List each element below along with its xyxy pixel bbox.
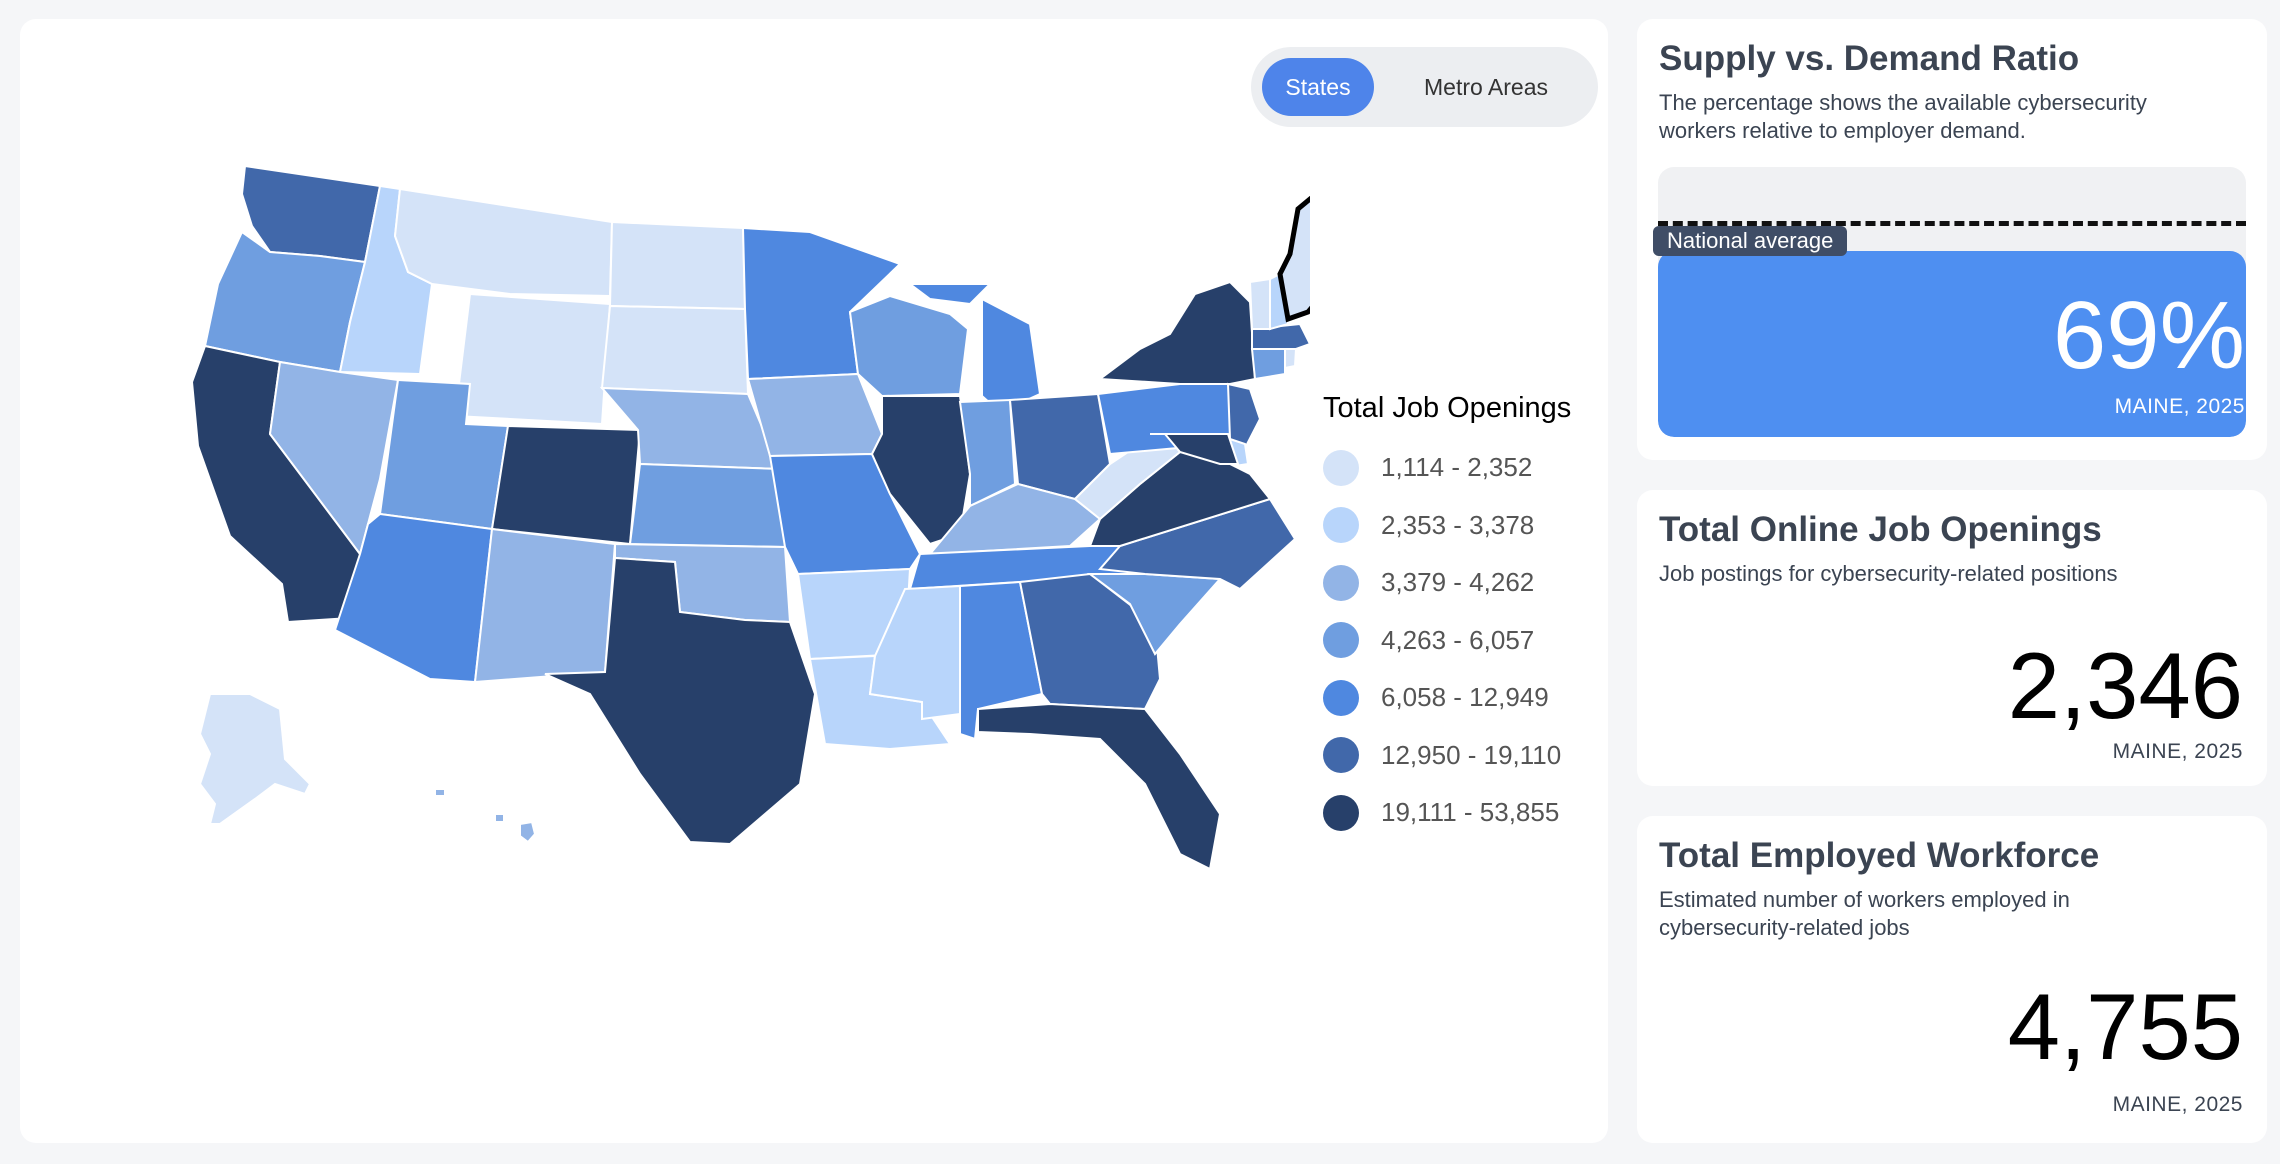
ratio-bar-fill [1658,251,2246,437]
state-fl[interactable] [977,702,1222,871]
job-openings-description: Job postings for cybersecurity-related p… [1659,561,2118,586]
legend-swatch [1323,679,1359,716]
state-nv[interactable] [268,360,400,557]
state-mt[interactable] [393,187,614,298]
supply-demand-title: Supply vs. Demand Ratio [1659,39,2080,78]
state-sd[interactable] [600,304,750,396]
legend-label: 3,379 - 4,262 [1381,567,1535,598]
state-me[interactable] [1277,195,1310,323]
legend-swatch [1323,507,1359,544]
state-vt[interactable] [1248,277,1271,330]
view-toggle: States Metro Areas [1251,47,1598,127]
legend-swatch [1323,737,1359,774]
legend-label: 12,950 - 19,110 [1381,739,1562,770]
legend-item: 2,353 - 3,378 [1323,497,1595,555]
state-wy[interactable] [453,292,612,426]
supply-demand-description: The percentage shows the available cyber… [1659,90,2147,143]
legend-swatch [1323,794,1359,831]
state-md[interactable] [1150,433,1240,465]
workforce-description: Estimated number of workers employed in … [1659,887,2070,940]
state-nm[interactable] [473,527,617,684]
national-average-label: National average [1653,226,1848,256]
state-nh[interactable] [1269,272,1290,331]
state-ri[interactable] [1284,348,1298,370]
map-card: States Metro Areas [20,19,1608,1143]
state-ny[interactable] [1097,280,1257,385]
legend-label: 2,353 - 3,378 [1381,509,1535,540]
metro-areas-toggle-button[interactable]: Metro Areas [1424,74,1548,100]
national-average-line [1658,221,2246,226]
legend-item: 1,114 - 2,352 [1323,439,1595,497]
legend-item: 6,058 - 12,949 [1323,669,1595,727]
legend-swatch [1323,449,1359,486]
state-nd[interactable] [608,220,747,311]
legend-item: 4,263 - 6,057 [1323,612,1595,670]
workforce-caption: MAINE, 2025 [2112,1093,2243,1116]
state-hi[interactable] [434,788,537,844]
job-openings-title: Total Online Job Openings [1659,510,2102,549]
legend-label: 4,263 - 6,057 [1381,624,1535,655]
workforce-card: Total Employed Workforce Estimated numbe… [1637,816,2267,1143]
legend-items: 1,114 - 2,352 2,353 - 3,378 3,379 - 4,262 4… [1323,439,1595,842]
state-wi[interactable] [848,294,970,398]
legend-item: 12,950 - 19,110 [1323,727,1595,785]
legend-item: 3,379 - 4,262 [1323,554,1595,612]
workforce-title: Total Employed Workforce [1659,836,2100,875]
state-tx[interactable] [544,556,817,846]
job-openings-value: 2,346 [2007,633,2243,738]
legend-swatch [1323,622,1359,659]
ratio-caption: MAINE, 2025 [2114,395,2245,418]
state-nj[interactable] [1226,382,1262,456]
state-ks[interactable] [628,462,787,549]
us-choropleth-map [190,164,1310,871]
legend-label: 19,111 - 53,855 [1381,797,1560,828]
legend-item: 19,111 - 53,855 [1323,784,1595,842]
states-toggle-button[interactable]: States [1262,58,1374,116]
job-openings-caption: MAINE, 2025 [2112,740,2243,763]
state-nc[interactable] [1097,497,1297,591]
job-openings-card: Total Online Job Openings Job postings f… [1637,490,2267,786]
state-co[interactable] [490,424,642,546]
legend-title: Total Job Openings [1323,392,1572,424]
ratio-bar [1658,167,2246,437]
map-legend: Total Job Openings 1,114 - 2,352 2,353 - … [1323,392,1595,842]
state-ia[interactable] [746,372,884,458]
supply-demand-card: Supply vs. Demand Ratio The percentage s… [1637,19,2267,460]
state-ct[interactable] [1250,348,1286,381]
state-ak[interactable] [198,693,312,825]
legend-swatch [1323,564,1359,601]
ratio-value: 69% [2052,282,2245,389]
workforce-value: 4,755 [2007,974,2243,1079]
legend-label: 6,058 - 12,949 [1381,682,1549,713]
legend-label: 1,114 - 2,352 [1381,452,1533,483]
state-ma[interactable] [1251,322,1310,350]
